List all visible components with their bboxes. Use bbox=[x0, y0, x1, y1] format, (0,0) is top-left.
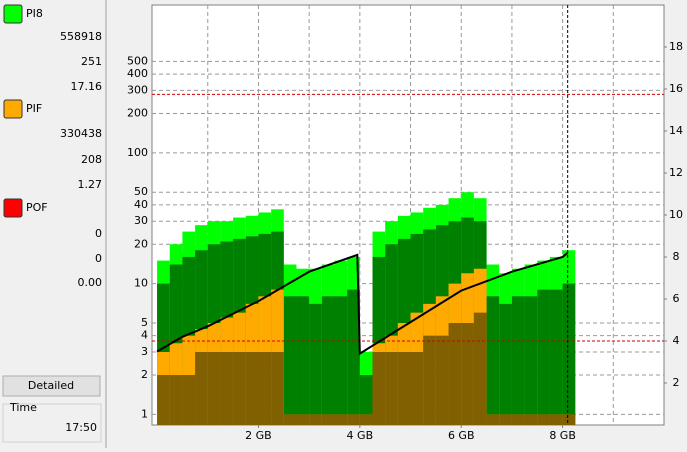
bar bbox=[283, 414, 297, 425]
bar bbox=[321, 296, 335, 425]
bar bbox=[486, 414, 500, 425]
y-tick-label: 40 bbox=[134, 198, 148, 211]
bar bbox=[195, 352, 208, 425]
bar bbox=[271, 352, 284, 425]
stat-value: 208 bbox=[81, 153, 102, 166]
x-tick-label: 4 GB bbox=[347, 429, 374, 442]
bar bbox=[359, 375, 373, 425]
y-tick-label: 2 bbox=[141, 368, 148, 381]
stat-value: 17.16 bbox=[71, 80, 103, 93]
legend-label: POF bbox=[26, 201, 48, 214]
stat-value: 558918 bbox=[60, 30, 102, 43]
bar bbox=[537, 414, 550, 425]
bar bbox=[182, 375, 196, 425]
bar bbox=[334, 414, 348, 425]
bar bbox=[486, 296, 500, 425]
bar bbox=[435, 335, 449, 425]
bar bbox=[321, 414, 335, 425]
time-box bbox=[2, 403, 102, 443]
y-tick-label: 1 bbox=[141, 407, 148, 420]
speed-line bbox=[156, 252, 569, 356]
bar bbox=[372, 352, 386, 425]
stat-value: 1.27 bbox=[78, 178, 103, 191]
x-tick-label: 8 GB bbox=[549, 429, 576, 442]
y2-tick-label: 4 bbox=[673, 334, 680, 347]
bar bbox=[233, 352, 246, 425]
y-tick-label: 30 bbox=[134, 214, 148, 227]
stat-value: 0.00 bbox=[78, 276, 103, 289]
bar bbox=[385, 352, 398, 425]
y-tick-label: 500 bbox=[127, 54, 148, 67]
legend-label: PI8 bbox=[26, 7, 43, 20]
bar bbox=[511, 414, 525, 425]
y2-tick-label: 6 bbox=[673, 292, 680, 305]
bar bbox=[258, 352, 272, 425]
time-label: Time bbox=[9, 401, 37, 414]
stat-value: 0 bbox=[95, 227, 102, 240]
y-tick-label: 400 bbox=[127, 67, 148, 80]
bar bbox=[537, 289, 550, 425]
bar bbox=[309, 414, 322, 425]
y-tick-label: 200 bbox=[127, 106, 148, 119]
bar bbox=[448, 322, 462, 425]
legend-swatch bbox=[3, 99, 23, 119]
bar bbox=[499, 303, 512, 425]
y-tick-label: 100 bbox=[127, 146, 148, 159]
bar bbox=[245, 352, 259, 425]
bar bbox=[296, 296, 310, 425]
x-tick-label: 6 GB bbox=[448, 429, 475, 442]
bar bbox=[549, 414, 563, 425]
y-tick-label: 10 bbox=[134, 277, 148, 290]
y2-tick-label: 18 bbox=[669, 40, 683, 53]
y2-tick-label: 8 bbox=[673, 250, 680, 263]
bar bbox=[169, 375, 183, 425]
bar bbox=[524, 414, 538, 425]
stat-value: 0 bbox=[95, 252, 102, 265]
y-tick-label: 5 bbox=[141, 316, 148, 329]
y-tick-label: 4 bbox=[141, 329, 148, 342]
bar bbox=[562, 414, 576, 425]
y2-tick-label: 12 bbox=[669, 166, 683, 179]
y2-tick-label: 2 bbox=[673, 376, 680, 389]
legend-label: PIF bbox=[26, 102, 42, 115]
y2-tick-label: 10 bbox=[669, 208, 683, 221]
y-tick-label: 20 bbox=[134, 237, 148, 250]
bar bbox=[309, 303, 322, 425]
bar bbox=[499, 414, 512, 425]
bar bbox=[334, 296, 348, 425]
bar bbox=[220, 352, 234, 425]
bar bbox=[473, 312, 487, 425]
bar bbox=[283, 296, 297, 425]
bar bbox=[157, 375, 170, 425]
bar bbox=[296, 414, 310, 425]
bar bbox=[524, 296, 538, 425]
stat-value: 330438 bbox=[60, 127, 102, 140]
bar bbox=[347, 414, 360, 425]
bar bbox=[549, 289, 563, 425]
y2-tick-label: 14 bbox=[669, 124, 683, 137]
bar bbox=[359, 414, 373, 425]
bar bbox=[562, 283, 576, 425]
bar bbox=[397, 352, 411, 425]
stat-value: 251 bbox=[81, 55, 102, 68]
button-label: Detailed bbox=[28, 379, 74, 392]
legend-swatch bbox=[3, 4, 23, 24]
bar bbox=[511, 296, 525, 425]
legend-swatch bbox=[3, 198, 23, 218]
x-tick-label: 2 GB bbox=[245, 429, 272, 442]
y2-tick-label: 16 bbox=[669, 82, 683, 95]
y-tick-label: 300 bbox=[127, 83, 148, 96]
bar bbox=[347, 289, 360, 425]
bar bbox=[461, 322, 474, 425]
y-tick-label: 50 bbox=[134, 185, 148, 198]
time-value: 17:50 bbox=[65, 421, 97, 434]
bar bbox=[423, 335, 436, 425]
y-tick-label: 3 bbox=[141, 345, 148, 358]
detailed-button[interactable] bbox=[2, 375, 101, 397]
bar bbox=[207, 352, 221, 425]
bar bbox=[410, 352, 424, 425]
